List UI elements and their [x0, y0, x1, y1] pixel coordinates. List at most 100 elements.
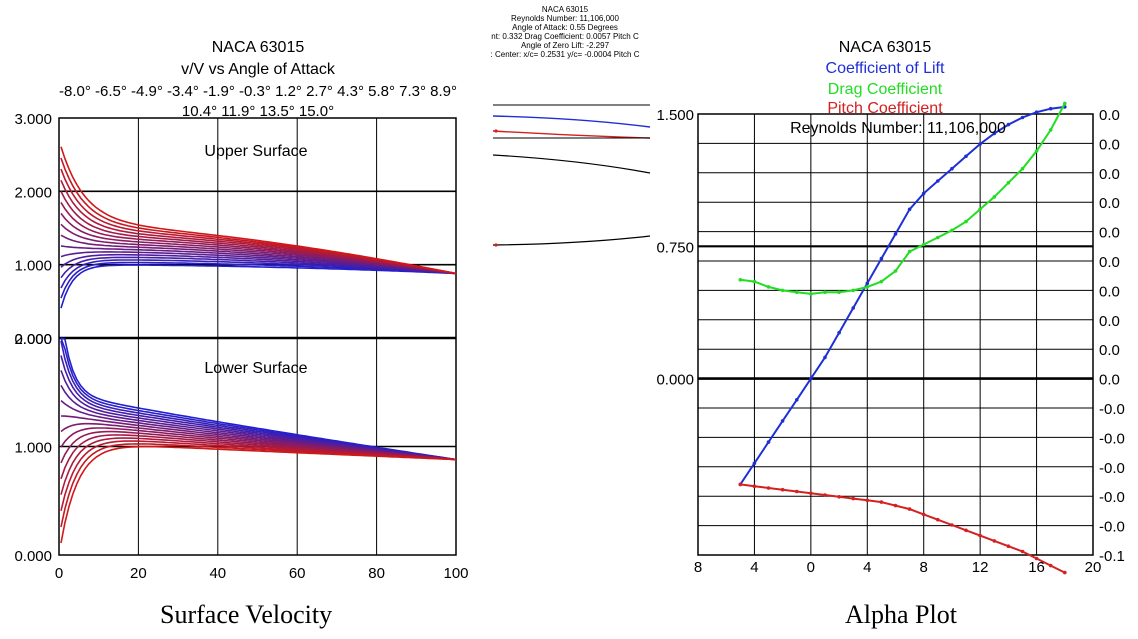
- upper-y-tick-label: 1.000: [14, 258, 52, 275]
- profile-red-line: [492, 130, 651, 139]
- upper-velocity-curve: [60, 264, 457, 309]
- alpha-right-y-tick-label: 0.0: [1099, 342, 1120, 359]
- profile-header-line: nt: 0.332 Drag Coefficient: 0.0057 Pitch…: [491, 32, 639, 41]
- pitch-series-point: [1063, 570, 1067, 575]
- lower-y-tick-label: 0.000: [14, 548, 52, 565]
- alpha-x-tick-label: 4: [750, 559, 758, 576]
- angles-line-2: 10.4° 11.9° 13.5° 15.0°: [182, 103, 334, 120]
- alpha-right-y-tick-label: -0.0: [1099, 489, 1125, 506]
- pitch-series-point: [879, 500, 884, 504]
- surface-velocity-title: NACA 63015: [212, 39, 305, 56]
- lift-series-point: [837, 330, 841, 335]
- drag-series-point: [865, 285, 870, 289]
- lift-series-point: [936, 179, 940, 183]
- profile-red-marker: [494, 129, 498, 133]
- lift-series-point: [809, 376, 813, 381]
- alpha-right-y-tick-label: 0.0: [1099, 136, 1120, 153]
- lift-series-point: [907, 207, 912, 212]
- pitch-series-point: [823, 493, 827, 497]
- alpha-left-y-tick-label: 0.750: [656, 239, 694, 256]
- lift-series-point: [950, 166, 954, 171]
- lift-series-point: [964, 154, 968, 159]
- x-tick-label: 60: [289, 565, 306, 582]
- lift-series-point: [752, 461, 757, 466]
- drag-series-point: [738, 278, 743, 282]
- x-tick-label: 80: [368, 565, 385, 582]
- alpha-x-tick-label: 4: [863, 559, 871, 576]
- pitch-series-point: [766, 486, 771, 490]
- drag-series-point: [879, 279, 884, 284]
- lift-series-point: [978, 142, 982, 146]
- lift-series-point: [1048, 106, 1053, 111]
- drag-series-point: [1034, 149, 1039, 153]
- profile-header-line: Angle of Zero Lift: -2.297: [521, 41, 610, 50]
- pitch-series-point: [964, 528, 968, 533]
- profile-header-line: Angle of Attack: 0.55 Degrees: [512, 23, 618, 32]
- drag-series-point: [1020, 166, 1025, 171]
- pitch-series-point: [893, 503, 898, 508]
- lift-series-point: [1034, 110, 1039, 114]
- alpha-plot-title: NACA 63015: [839, 39, 932, 56]
- drag-series-point: [964, 219, 968, 224]
- lower-velocity-curve: [60, 445, 457, 544]
- lift-series-point: [780, 419, 785, 423]
- alpha-right-y-tick-label: 0.0: [1099, 372, 1120, 389]
- alpha-x-tick-label: 8: [920, 559, 928, 576]
- lift-series-point: [865, 281, 870, 286]
- pitch-series-point: [865, 498, 870, 503]
- upper-y-tick-label: 3.000: [14, 111, 52, 128]
- upper-velocity-curve: [60, 146, 457, 275]
- alpha-x-tick-label: 8: [694, 559, 702, 576]
- drag-series-point: [752, 279, 757, 284]
- pitch-series-point: [1034, 556, 1039, 561]
- drag-series-point: [1006, 181, 1011, 185]
- alpha-right-y-tick-label: 0.0: [1099, 107, 1120, 124]
- drag-series-point: [992, 195, 997, 199]
- pitch-series-point: [795, 489, 799, 494]
- pitch-series-point: [936, 517, 940, 522]
- pitch-series-point: [921, 512, 926, 517]
- lift-series-point: [851, 306, 855, 310]
- alpha-right-y-tick-label: 0.0: [1099, 283, 1120, 300]
- pitch-series-line: [740, 483, 1066, 574]
- pitch-series-point: [992, 539, 997, 543]
- center-profile-lines: [492, 104, 651, 247]
- drag-series-point: [978, 207, 982, 212]
- alpha-right-y-tick-label: 0.0: [1099, 166, 1120, 183]
- pitch-series-point: [809, 491, 813, 496]
- drag-series-point: [795, 290, 799, 295]
- surface-velocity-plot-frame: [58, 117, 457, 556]
- legend-lift: Coefficient of Lift: [826, 60, 945, 77]
- profile-header-line: Reynolds Number: 11,106,000: [511, 14, 619, 23]
- alpha-right-y-tick-label: 0.0: [1099, 254, 1120, 271]
- alpha-plot-frame: [697, 113, 1094, 556]
- alpha-plot-series: [738, 101, 1067, 575]
- drag-series-point: [1048, 128, 1053, 132]
- profile-blue-line: [492, 115, 651, 128]
- reynolds-annotation: Reynolds Number: 11,106,000: [790, 120, 1006, 137]
- drag-series-point: [907, 249, 912, 254]
- profile-upper-surface: [492, 154, 651, 174]
- alpha-left-y-tick-label: 1.500: [656, 107, 694, 124]
- angles-line-1: -8.0° -6.5° -4.9° -3.4° -1.9° -0.3° 1.2°…: [59, 83, 457, 100]
- pitch-series-point: [780, 487, 785, 492]
- alpha-right-y-tick-label: -0.1: [1099, 548, 1125, 565]
- lower-y-tick-label: 2.000: [14, 331, 52, 348]
- lift-series-point: [893, 232, 898, 236]
- profile-header-line: NACA 63015: [542, 5, 589, 14]
- alpha-plot-grid: [698, 114, 1093, 555]
- drag-series-point: [780, 288, 785, 293]
- pitch-series-point: [978, 533, 982, 538]
- upper-surface-label: Upper Surface: [204, 143, 307, 160]
- alpha-right-y-tick-label: -0.0: [1099, 401, 1125, 418]
- alpha-left-y-tick-label: 0.000: [656, 372, 694, 389]
- lift-series-point: [795, 398, 799, 402]
- alpha-x-tick-label: 20: [1085, 559, 1102, 576]
- alpha-right-y-tick-label: -0.0: [1099, 430, 1125, 447]
- pitch-series-point: [907, 507, 912, 511]
- drag-series-point: [837, 290, 841, 295]
